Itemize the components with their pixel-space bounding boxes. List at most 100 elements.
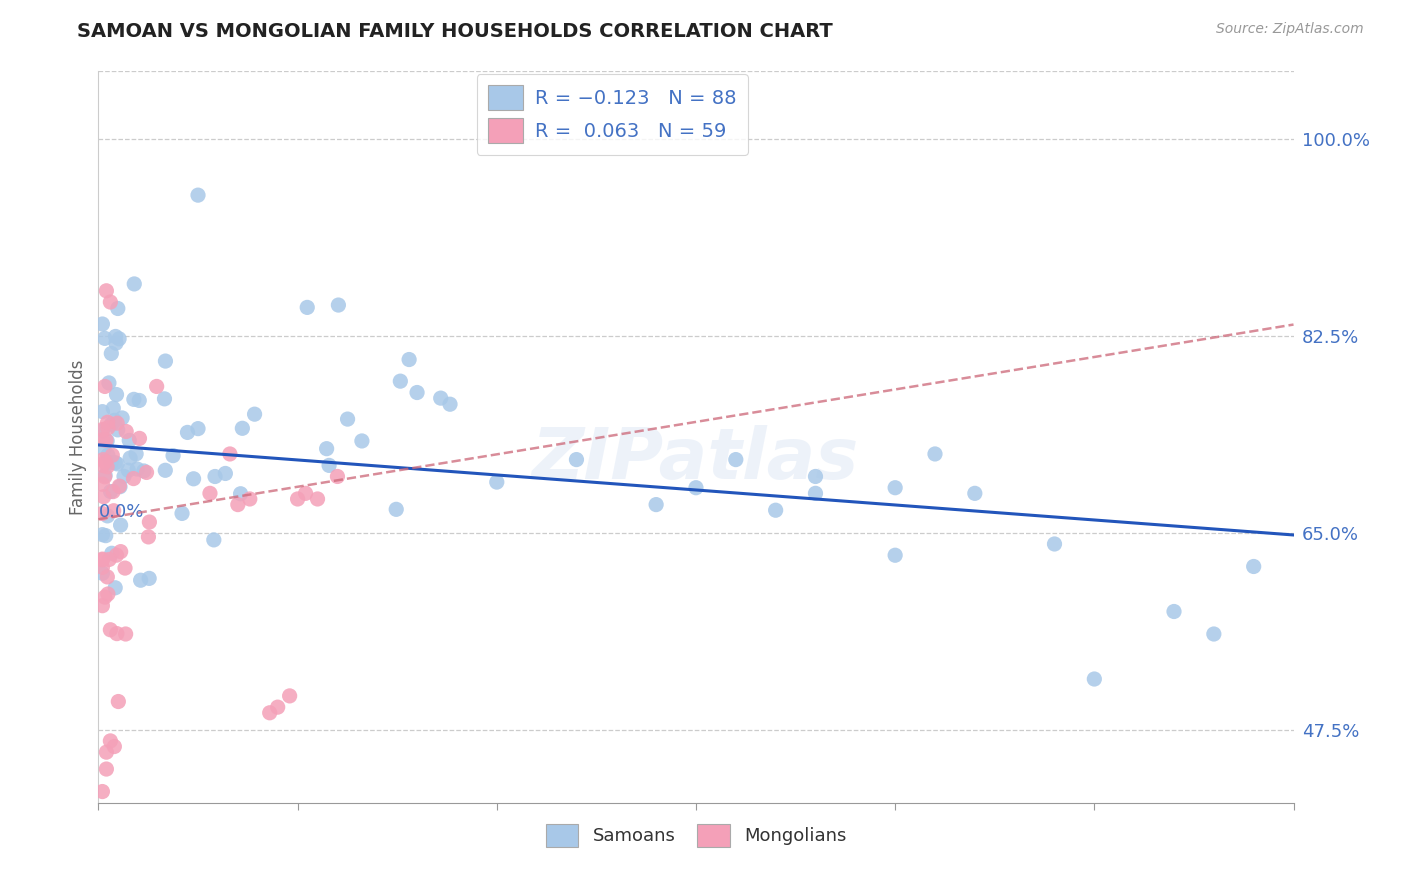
- Point: [91, 784, 114, 798]
- Point: [97, 587, 120, 601]
- Point: [94, 379, 117, 393]
- Point: [884, 548, 907, 562]
- Point: [122, 277, 145, 291]
- Point: [127, 462, 149, 476]
- Point: [104, 581, 127, 595]
- Point: [135, 466, 157, 480]
- Point: [94, 331, 117, 345]
- Point: [129, 573, 152, 587]
- Point: [114, 561, 136, 575]
- Y-axis label: Family Households: Family Households: [69, 359, 87, 515]
- Point: [278, 689, 301, 703]
- Point: [198, 486, 221, 500]
- Point: [98, 295, 122, 310]
- Point: [429, 391, 451, 405]
- Point: [94, 455, 117, 469]
- Point: [128, 431, 150, 445]
- Point: [91, 507, 114, 521]
- Point: [1163, 605, 1185, 619]
- Point: [94, 590, 117, 604]
- Point: [91, 423, 114, 437]
- Point: [120, 450, 142, 465]
- Point: [105, 387, 128, 401]
- Point: [98, 734, 122, 748]
- Point: [155, 463, 177, 477]
- Point: [107, 301, 129, 316]
- Point: [101, 546, 124, 560]
- Point: [104, 329, 127, 343]
- Point: [565, 452, 588, 467]
- Point: [91, 433, 114, 447]
- Point: [204, 469, 226, 483]
- Point: [91, 560, 114, 574]
- Point: [96, 745, 118, 759]
- Point: [114, 627, 136, 641]
- Text: ZIPatlas: ZIPatlas: [533, 425, 859, 493]
- Point: [117, 463, 139, 477]
- Point: [336, 412, 359, 426]
- Point: [110, 518, 132, 533]
- Point: [1243, 559, 1265, 574]
- Point: [125, 447, 148, 461]
- Point: [226, 498, 249, 512]
- Text: Source: ZipAtlas.com: Source: ZipAtlas.com: [1216, 22, 1364, 37]
- Point: [110, 544, 132, 558]
- Point: [162, 449, 184, 463]
- Point: [91, 317, 114, 331]
- Point: [138, 515, 160, 529]
- Point: [104, 456, 127, 470]
- Point: [94, 468, 117, 483]
- Point: [219, 447, 242, 461]
- Point: [804, 469, 827, 483]
- Point: [963, 486, 986, 500]
- Point: [93, 490, 115, 504]
- Point: [176, 425, 198, 440]
- Text: SAMOAN VS MONGOLIAN FAMILY HOUSEHOLDS CORRELATION CHART: SAMOAN VS MONGOLIAN FAMILY HOUSEHOLDS CO…: [77, 22, 834, 41]
- Point: [112, 469, 135, 483]
- Point: [267, 700, 290, 714]
- Point: [91, 424, 114, 438]
- Point: [108, 332, 131, 346]
- Point: [91, 566, 114, 581]
- Point: [98, 623, 121, 637]
- Point: [155, 354, 177, 368]
- Point: [97, 421, 120, 435]
- Point: [93, 442, 115, 457]
- Point: [101, 484, 124, 499]
- Point: [259, 706, 281, 720]
- Point: [108, 479, 131, 493]
- Point: [100, 417, 122, 431]
- Point: [100, 346, 122, 360]
- Point: [100, 484, 122, 499]
- Point: [96, 762, 118, 776]
- Point: [108, 480, 131, 494]
- Point: [138, 571, 160, 585]
- Point: [243, 407, 266, 421]
- Point: [103, 413, 125, 427]
- Point: [91, 452, 114, 467]
- Point: [103, 739, 125, 754]
- Point: [97, 376, 120, 390]
- Point: [115, 425, 138, 439]
- Point: [187, 188, 209, 202]
- Point: [105, 548, 128, 562]
- Point: [118, 434, 141, 448]
- Point: [105, 626, 128, 640]
- Point: [1043, 537, 1066, 551]
- Point: [326, 469, 349, 483]
- Point: [724, 452, 747, 467]
- Point: [96, 434, 118, 448]
- Point: [804, 486, 827, 500]
- Point: [229, 487, 252, 501]
- Point: [97, 415, 120, 429]
- Point: [94, 528, 117, 542]
- Point: [91, 527, 114, 541]
- Point: [389, 374, 412, 388]
- Point: [91, 404, 114, 418]
- Point: [96, 570, 118, 584]
- Point: [105, 416, 128, 430]
- Point: [91, 599, 114, 613]
- Point: [297, 301, 319, 315]
- Point: [214, 467, 236, 481]
- Point: [294, 486, 316, 500]
